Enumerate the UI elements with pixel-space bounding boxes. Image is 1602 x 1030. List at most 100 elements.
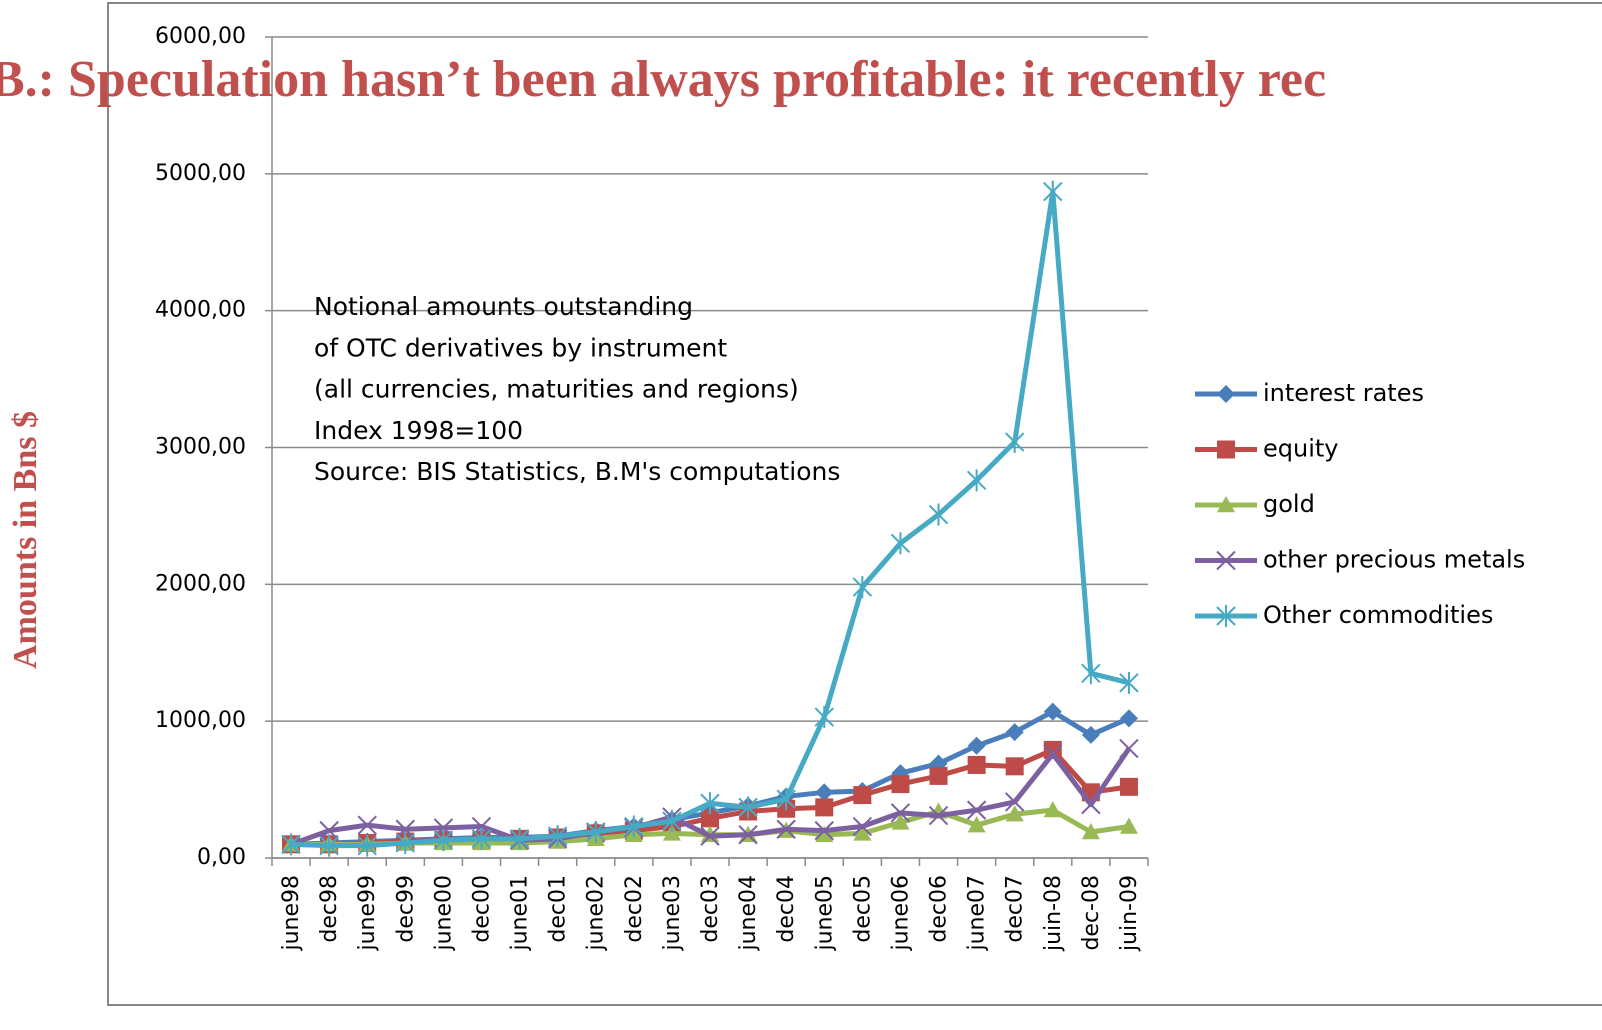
- y-tick-label: 6000,00: [155, 24, 246, 49]
- legend-marker: [1217, 385, 1235, 403]
- x-tick-label: dec03: [698, 875, 723, 943]
- y-tick-label: 5000,00: [155, 161, 246, 186]
- x-tick-label: dec02: [622, 875, 647, 943]
- marker: [967, 816, 986, 833]
- marker: [433, 829, 454, 852]
- marker: [966, 800, 987, 820]
- y-tick-label: 4000,00: [155, 298, 246, 323]
- marker: [929, 766, 948, 785]
- marker: [586, 821, 606, 844]
- marker: [966, 469, 987, 492]
- legend-label: other precious metals: [1263, 546, 1525, 574]
- marker: [1043, 801, 1062, 818]
- marker: [1043, 702, 1062, 721]
- marker: [776, 788, 796, 811]
- marker: [1119, 709, 1138, 728]
- y-tick-label: 2000,00: [155, 571, 246, 596]
- x-tick-label: dec98: [317, 875, 342, 943]
- x-tick-label: june99: [355, 875, 380, 952]
- annotation: Index 1998=100: [314, 416, 523, 445]
- x-tick-label: dec00: [469, 875, 494, 943]
- y-axis-label: Amounts in Bns $: [7, 411, 44, 669]
- annotation: of OTC derivatives by instrument: [314, 333, 727, 362]
- y-tick-label: 0,00: [197, 845, 246, 870]
- marker: [814, 706, 834, 729]
- x-tick-label: juin-09: [1117, 875, 1142, 952]
- marker: [1081, 725, 1100, 744]
- legend-marker: [1216, 550, 1236, 571]
- marker: [967, 755, 986, 774]
- marker: [700, 792, 720, 815]
- marker: [1119, 817, 1138, 834]
- chart-title: B.: Speculation hasn’t been always profi…: [0, 51, 1326, 108]
- marker: [1005, 805, 1024, 822]
- marker: [700, 826, 720, 846]
- x-tick-label: june02: [584, 875, 609, 952]
- marker: [1119, 738, 1139, 759]
- marker: [1005, 723, 1024, 742]
- annotation: Source: BIS Statistics, B.M's computatio…: [314, 457, 840, 486]
- annotation: Notional amounts outstanding: [314, 292, 693, 321]
- x-tick-label: dec-08: [1079, 875, 1104, 951]
- marker: [1081, 794, 1101, 815]
- marker: [357, 815, 377, 835]
- x-tick-label: june03: [660, 875, 685, 952]
- marker: [1043, 180, 1063, 203]
- marker: [853, 786, 872, 805]
- marker: [815, 825, 834, 842]
- chart-frame: [107, 2, 1602, 1006]
- marker: [928, 503, 949, 526]
- marker: [815, 783, 834, 802]
- marker: [890, 803, 911, 823]
- marker: [1004, 792, 1025, 812]
- marker: [738, 825, 758, 845]
- marker: [1004, 431, 1025, 454]
- marker: [701, 809, 719, 828]
- marker: [662, 824, 681, 841]
- x-tick-label: june01: [508, 875, 533, 952]
- marker: [1119, 777, 1138, 796]
- x-tick-label: dec04: [774, 875, 799, 943]
- marker: [1043, 744, 1063, 764]
- marker: [357, 834, 377, 857]
- marker: [281, 833, 301, 856]
- marker: [852, 576, 873, 599]
- x-tick-label: june05: [812, 875, 837, 952]
- marker: [967, 736, 986, 755]
- marker: [815, 798, 834, 817]
- marker: [891, 775, 910, 794]
- marker: [1081, 662, 1101, 685]
- x-tick-label: june07: [965, 875, 990, 952]
- y-tick-label: 3000,00: [155, 435, 246, 460]
- marker: [891, 813, 910, 830]
- marker: [547, 825, 568, 848]
- marker: [814, 820, 834, 841]
- marker: [624, 815, 644, 838]
- x-tick-label: june06: [888, 875, 913, 952]
- marker: [319, 834, 339, 857]
- marker: [852, 816, 873, 837]
- legend-marker: [1216, 605, 1236, 627]
- marker: [319, 820, 339, 841]
- marker: [890, 532, 911, 555]
- x-tick-label: juin-08: [1041, 875, 1066, 952]
- legend-label: equity: [1263, 435, 1339, 463]
- x-tick-label: june98: [279, 875, 304, 952]
- x-tick-label: dec01: [546, 875, 571, 943]
- marker: [853, 824, 872, 841]
- x-tick-label: dec99: [393, 875, 418, 943]
- marker: [1005, 757, 1024, 776]
- x-tick-label: dec05: [850, 875, 875, 943]
- marker: [738, 796, 758, 819]
- marker: [1119, 671, 1139, 694]
- legend-label: interest rates: [1263, 379, 1424, 407]
- marker: [395, 831, 416, 854]
- marker: [776, 819, 796, 839]
- y-tick-label: 1000,00: [155, 708, 246, 733]
- marker: [1043, 740, 1062, 759]
- marker: [1081, 823, 1100, 840]
- marker: [509, 827, 530, 850]
- x-tick-label: dec07: [1003, 875, 1028, 943]
